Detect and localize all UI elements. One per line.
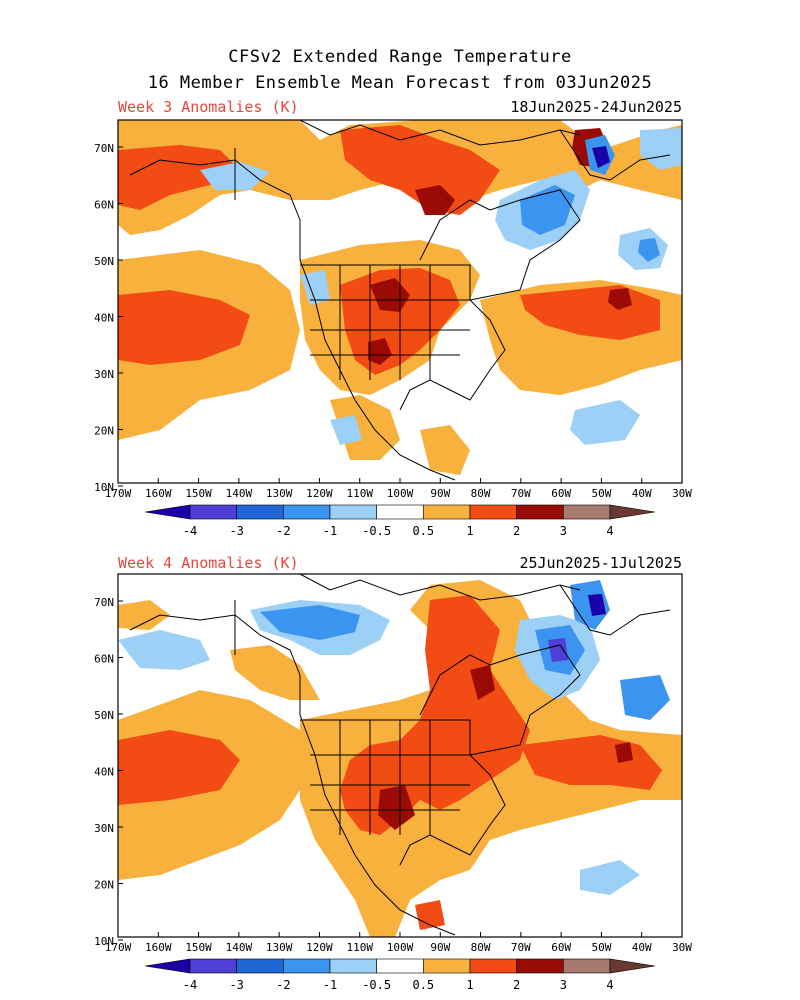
week3-colorbar-tick-label: 1 [466, 524, 473, 538]
week4-colorbar-tick-label: -1 [323, 978, 337, 992]
week3-colorbar-tick-label: -4 [183, 524, 197, 538]
week3-colorbar-bin [470, 505, 517, 519]
week4-colorbar-bin [377, 959, 424, 973]
week3-colorbar-low-arrow [145, 505, 190, 519]
week4-colorbar-tick-label: -3 [229, 978, 243, 992]
week4-colorbar-tick-label: 0.5 [412, 978, 434, 992]
week4-colorbar-tick-label: 1 [466, 978, 473, 992]
week4-colorbar-bin [563, 959, 610, 973]
week4-colorbar-tick-label: -0.5 [362, 978, 391, 992]
week4-colorbar-bin [470, 959, 517, 973]
week3-colorbar-tick-label: -1 [323, 524, 337, 538]
week4-colorbar-tick-label: -4 [183, 978, 197, 992]
week3-colorbar-bin [330, 505, 377, 519]
week4-colorbar-bin [517, 959, 564, 973]
week4-colorbar-low-arrow [145, 959, 190, 973]
week3-colorbar-bin [237, 505, 284, 519]
week4-colorbar-bin [190, 959, 237, 973]
week3-colorbar-high-arrow [610, 505, 655, 519]
week3-colorbar-bin [283, 505, 330, 519]
week4-colorbar-tick-label: 3 [560, 978, 567, 992]
week4-colorbar-tick-label: 2 [513, 978, 520, 992]
week4-colorbar-bin [423, 959, 470, 973]
week4-colorbar-bin [283, 959, 330, 973]
colorbar-1: -4 -3 -2 -1 -0.5 0.5 1 2 3 4 -4 -3 -2 -1 -0.5 0.5 1 2 3 4 [0, 0, 800, 1000]
week4-colorbar-tick-label: 4 [606, 978, 613, 992]
week3-colorbar-tick-label: 2 [513, 524, 520, 538]
week4-colorbar-bin [237, 959, 284, 973]
week3-colorbar-tick-label: 4 [606, 524, 613, 538]
week3-colorbar-bin [190, 505, 237, 519]
week3-colorbar-bin [517, 505, 564, 519]
week4-colorbar-bin [330, 959, 377, 973]
week3-colorbar-bin [423, 505, 470, 519]
week3-colorbar-bin [563, 505, 610, 519]
week3-colorbar-bin [377, 505, 424, 519]
week3-colorbar-tick-label: -3 [229, 524, 243, 538]
week3-colorbar-tick-label: 0.5 [412, 524, 434, 538]
week4-colorbar-tick-label: -2 [276, 978, 290, 992]
week3-colorbar-tick-label: 3 [560, 524, 567, 538]
week3-colorbar-tick-label: -2 [276, 524, 290, 538]
week3-colorbar-tick-label: -0.5 [362, 524, 391, 538]
week4-colorbar-high-arrow [610, 959, 655, 973]
